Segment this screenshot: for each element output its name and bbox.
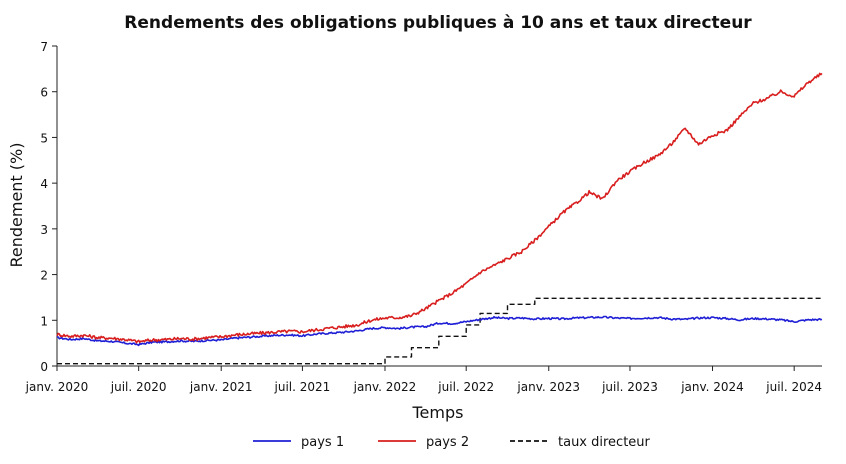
y-tick-label-3: 3 [40,223,48,237]
series-line-taux-directeur [57,297,822,365]
series-line-pays-1 [56,315,823,347]
legend-label-0: pays 1 [301,435,344,450]
x-tick-label-9: juil. 2024 [765,380,822,394]
x-tick-label-5: juil. 2022 [437,380,494,394]
x-tick-label-7: juil. 2023 [601,380,658,394]
y-tick-label-1: 1 [40,314,48,328]
y-axis-label: Rendement (%) [7,143,26,268]
y-tick-label-4: 4 [40,177,48,191]
legend-label-2: taux directeur [558,435,651,450]
series-line-pays-2 [56,72,823,344]
y-tick-label-0: 0 [40,360,48,374]
x-axis-label: Temps [412,403,464,422]
x-tick-label-6: janv. 2023 [516,380,580,394]
y-tick-label-2: 2 [40,269,48,283]
y-tick-label-7: 7 [40,40,48,54]
y-tick-label-6: 6 [40,86,48,100]
x-tick-label-0: janv. 2020 [25,380,89,394]
x-tick-label-8: janv. 2024 [680,380,744,394]
x-tick-label-2: janv. 2021 [189,380,253,394]
plot-area: 0 1 2 3 4 5 6 7 janv. 2020 juil. 2020 janv. 2021 ju… [25,40,823,394]
x-tick-label-1: juil. 2020 [110,380,167,394]
y-tick-label-5: 5 [40,131,48,145]
legend-label-1: pays 2 [426,435,469,450]
x-tick-label-4: janv. 2022 [353,380,417,394]
legend: pays 1 pays 2 taux directeur [253,435,651,450]
chart-title: Rendements des obligations publiques à 1… [124,13,752,33]
x-tick-label-3: juil. 2021 [274,380,331,394]
